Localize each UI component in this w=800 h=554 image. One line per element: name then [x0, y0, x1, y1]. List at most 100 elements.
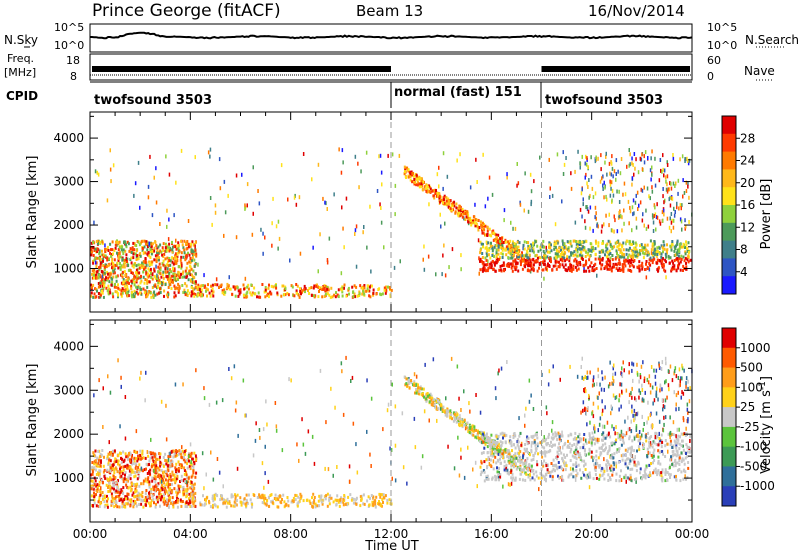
velocity-cell — [635, 479, 637, 484]
velocity-cell — [211, 505, 214, 509]
velocity-cell — [348, 464, 351, 469]
power-cell — [609, 243, 612, 247]
power-cell — [144, 251, 147, 255]
velocity-cell — [177, 498, 180, 502]
power-cell — [331, 295, 334, 299]
power-cell — [407, 175, 410, 179]
power-cell — [326, 285, 329, 289]
velocity-cell — [188, 459, 190, 463]
velocity-cell — [175, 494, 178, 498]
velocity-cell — [320, 500, 323, 504]
velocity-cell — [136, 450, 139, 454]
power-cell — [156, 253, 159, 257]
power-cell — [99, 257, 102, 261]
velocity-cell — [413, 372, 416, 377]
power-cell — [100, 278, 103, 282]
velocity-cell — [562, 445, 564, 450]
velocity-cell — [121, 490, 124, 494]
velocity-cell — [155, 485, 158, 489]
velocity-cell — [417, 383, 419, 387]
velocity-cell — [341, 369, 343, 374]
power-cell — [120, 264, 123, 268]
power-cell — [146, 248, 149, 252]
power-cell — [101, 240, 104, 244]
velocity-cell — [186, 484, 189, 488]
power-cell — [180, 272, 182, 276]
velocity-cell — [140, 502, 143, 506]
velocity-cell — [406, 383, 409, 387]
power-cell — [95, 240, 98, 243]
power-cell — [447, 205, 450, 209]
power-cell — [615, 158, 618, 163]
velocity-cell — [622, 439, 625, 443]
power-cell — [167, 274, 170, 278]
velocity-cell — [134, 500, 137, 503]
velocity-cell — [176, 505, 179, 509]
power-cell — [98, 295, 101, 299]
velocity-cell — [159, 488, 162, 492]
velocity-cell — [151, 479, 154, 483]
power-cell — [277, 246, 279, 251]
power-cell — [284, 285, 287, 289]
velocity-cell — [141, 499, 144, 503]
velocity-cell — [148, 459, 151, 463]
power-cell — [155, 244, 158, 247]
power-cell — [656, 215, 659, 220]
power-cell — [190, 290, 193, 294]
power-cell — [155, 166, 157, 171]
power-cell — [324, 284, 327, 288]
power-cell — [627, 268, 630, 272]
velocity-cell — [104, 476, 107, 480]
power-cell — [577, 254, 580, 258]
power-cell — [524, 171, 526, 176]
velocity-cell — [185, 459, 188, 462]
velocity-cell — [194, 457, 197, 461]
power-cell — [226, 282, 229, 286]
power-cell — [563, 242, 566, 246]
power-cell — [170, 287, 173, 290]
power-cell — [104, 243, 106, 248]
power-cell — [679, 203, 682, 208]
velocity-cell — [152, 451, 154, 455]
power-cell — [223, 288, 226, 292]
velocity-cell — [231, 494, 234, 498]
power-cell — [662, 264, 665, 268]
power-cell — [139, 286, 142, 290]
power-cell — [556, 255, 559, 259]
power-cell — [358, 290, 361, 294]
power-cell — [146, 252, 149, 256]
velocity-cell — [345, 355, 347, 360]
power-cell — [157, 251, 160, 255]
velocity-cell — [632, 378, 634, 383]
power-cell — [284, 293, 287, 297]
power-cell — [550, 260, 552, 264]
power-cell — [194, 263, 197, 267]
power-cell — [479, 268, 482, 272]
power-cell — [609, 252, 612, 255]
power-cell — [353, 284, 356, 288]
power-cell — [415, 173, 418, 177]
velocity-cell — [510, 460, 513, 464]
power-cell — [157, 278, 160, 282]
power-cell — [103, 268, 106, 272]
power-cell — [566, 255, 569, 259]
power-cell — [293, 294, 296, 298]
velocity-cell — [263, 498, 266, 502]
velocity-cell — [183, 490, 186, 494]
power-cell — [133, 295, 136, 299]
velocity-cell — [574, 477, 577, 482]
velocity-cell — [388, 498, 391, 502]
power-cell — [176, 252, 179, 256]
velocity-cell — [477, 431, 480, 435]
velocity-cell — [184, 452, 187, 456]
power-cell — [637, 253, 640, 257]
velocity-cell — [342, 497, 345, 501]
power-cell — [186, 240, 189, 243]
power-cell — [160, 275, 163, 279]
velocity-cell — [410, 381, 413, 385]
power-cell — [473, 221, 476, 224]
power-cell — [564, 263, 567, 267]
power-cell — [490, 266, 493, 270]
power-cell — [448, 201, 451, 205]
velocity-cell — [415, 388, 418, 391]
